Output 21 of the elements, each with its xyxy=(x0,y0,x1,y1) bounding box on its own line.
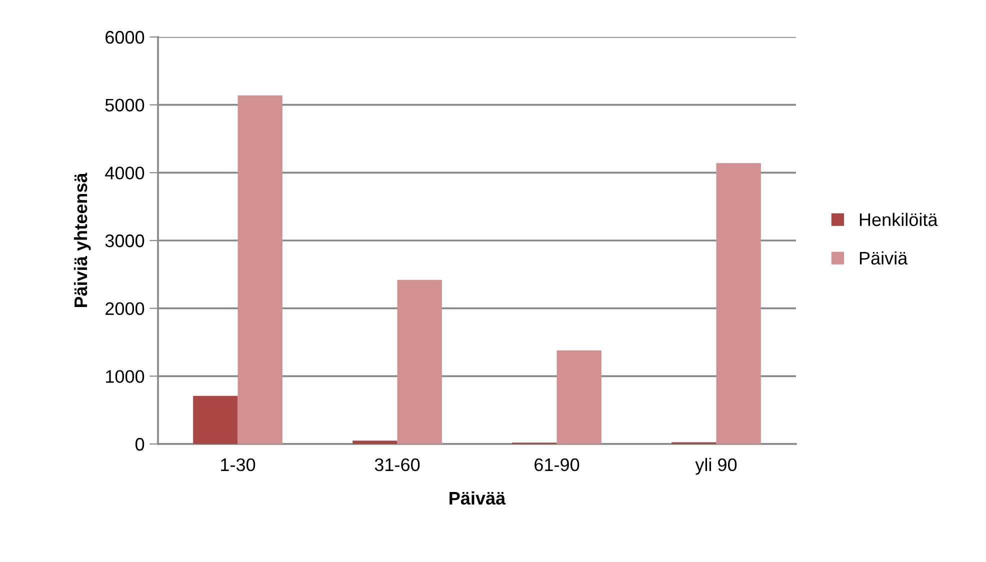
y-axis-title: Päiviä yhteensä xyxy=(74,172,91,308)
bar xyxy=(352,440,398,444)
y-tick-label: 2000 xyxy=(106,302,144,316)
bar xyxy=(397,280,442,444)
x-tick-label: 31-60 xyxy=(374,458,420,472)
legend-label: Päiviä xyxy=(860,251,908,265)
x-axis-title: Päivää xyxy=(450,491,506,505)
bar xyxy=(238,95,282,444)
y-tick-label: 3000 xyxy=(105,234,144,248)
bar xyxy=(716,163,761,444)
x-tick-label: 61-90 xyxy=(534,458,580,472)
legend-label: Henkilöitä xyxy=(860,212,938,226)
y-tick-label: 0 xyxy=(135,438,144,451)
x-tick-label: yli 90 xyxy=(695,458,737,475)
bar xyxy=(193,396,238,444)
x-tick-label: 1-30 xyxy=(221,458,256,472)
y-tick-label: 4000 xyxy=(105,166,144,180)
y-tick-label: 6000 xyxy=(106,30,144,44)
y-tick-label: 5000 xyxy=(105,98,144,112)
y-tick-label: 1000 xyxy=(106,370,144,383)
bar xyxy=(556,350,602,444)
